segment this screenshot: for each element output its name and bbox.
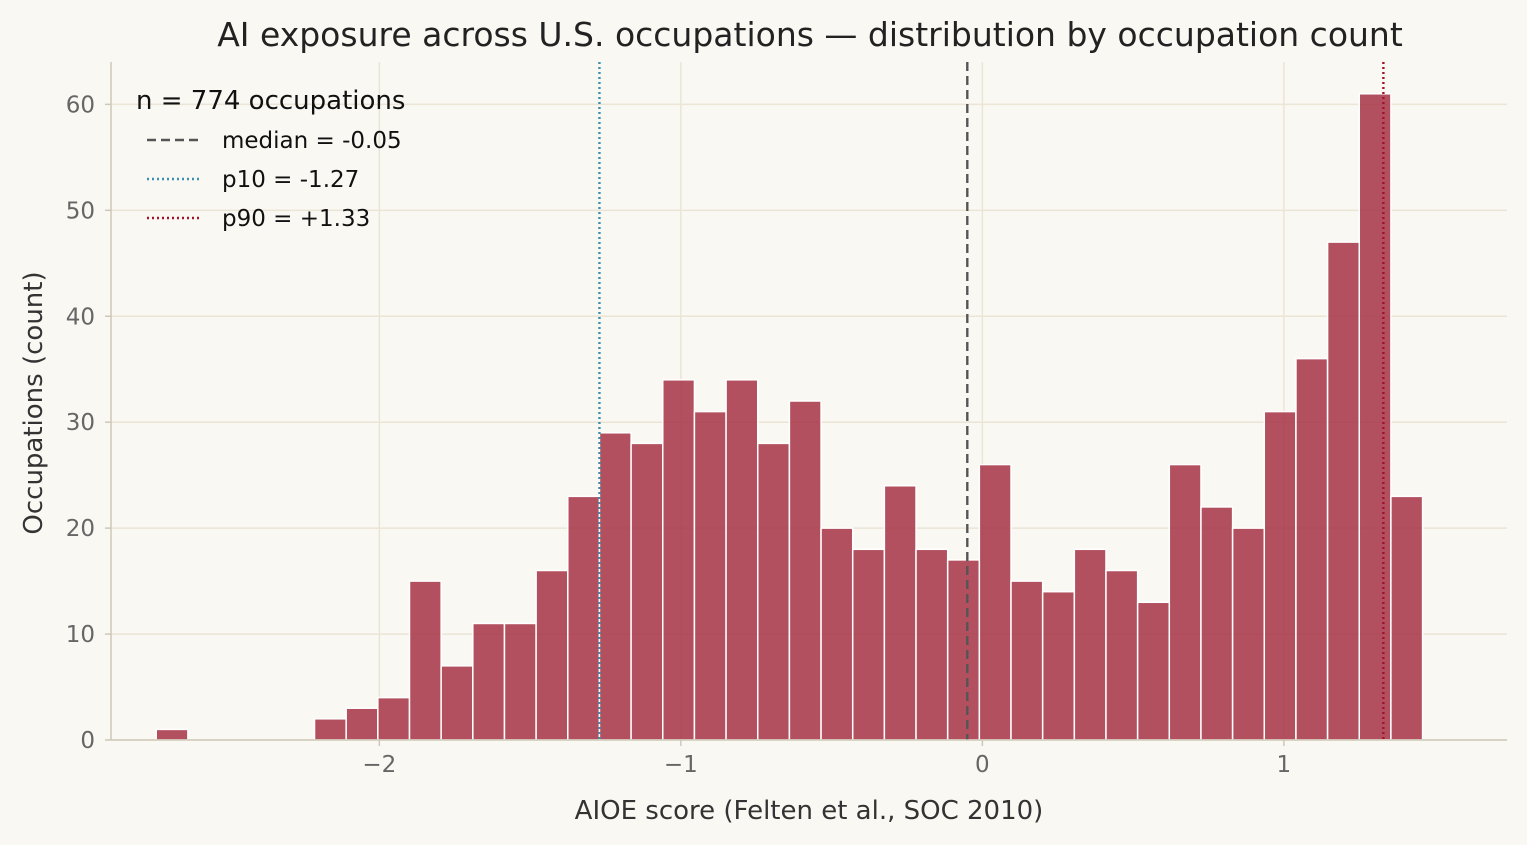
histogram-bar [883,485,917,741]
y-axis-ticks: 0 10 20 30 40 50 60 [66,92,111,754]
y-tick-label: 50 [66,198,95,224]
histogram-bar [1390,495,1424,741]
histogram-bar [1073,548,1107,741]
histogram-bar [155,728,189,741]
histogram-bar [1295,357,1329,741]
histogram-bar [820,527,854,741]
x-tick-label: 0 [975,752,990,778]
histogram-bar [567,495,601,741]
histogram-bar [440,665,474,741]
histogram-bar [1010,580,1044,741]
histogram-bar [978,463,1012,741]
x-tick-label: −1 [664,752,698,778]
y-tick-label: 20 [66,516,95,542]
histogram-bar [662,379,696,741]
histogram-bar [377,696,411,741]
legend-title: n = 774 occupations [136,86,405,116]
histogram-bar [472,622,506,741]
reference-lines [598,62,1385,740]
histogram-bar [313,718,347,741]
axes [110,62,1507,741]
histogram-bar [788,400,822,741]
histogram-bar [1136,601,1171,741]
histogram-bar [851,548,886,741]
histogram-bar [915,548,949,741]
legend-label: p90 = +1.33 [222,206,370,232]
y-tick-label: 10 [66,622,95,648]
histogram-bar [946,559,981,741]
legend-label: median = -0.05 [222,128,402,154]
histogram-bar [693,410,727,741]
legend-label: p10 = -1.27 [222,167,359,193]
histogram-bar [345,707,379,741]
histogram-bar [1231,527,1266,741]
y-tick-label: 60 [66,92,95,118]
y-axis-label: Occupations (count) [19,271,49,534]
x-tick-label: −2 [362,752,396,778]
chart-title: AI exposure across U.S. occupations — di… [217,15,1403,54]
y-tick-label: 40 [66,304,95,330]
histogram-bar [503,622,537,741]
histogram-bar [630,442,664,741]
histogram-bar [1041,590,1076,741]
histogram-bar [756,442,791,741]
histogram-bar [1200,506,1234,741]
x-axis-ticks: −2 −1 0 1 [362,740,1291,778]
histogram-bar [408,580,442,741]
x-tick-label: 1 [1277,752,1292,778]
histogram-bar [725,379,759,741]
x-axis-label: AIOE score (Felten et al., SOC 2010) [575,796,1044,826]
histogram-bar [1326,241,1361,741]
histogram-bar [1168,463,1202,741]
histogram-bar [535,569,569,741]
legend: n = 774 occupations median = -0.05 p10 = … [136,86,405,232]
histogram-bar [1358,93,1392,741]
histogram-bar [1105,569,1139,741]
y-tick-label: 30 [66,410,95,436]
histogram-bar [1263,410,1297,741]
histogram-bar [598,432,632,741]
y-tick-label: 0 [80,728,95,754]
